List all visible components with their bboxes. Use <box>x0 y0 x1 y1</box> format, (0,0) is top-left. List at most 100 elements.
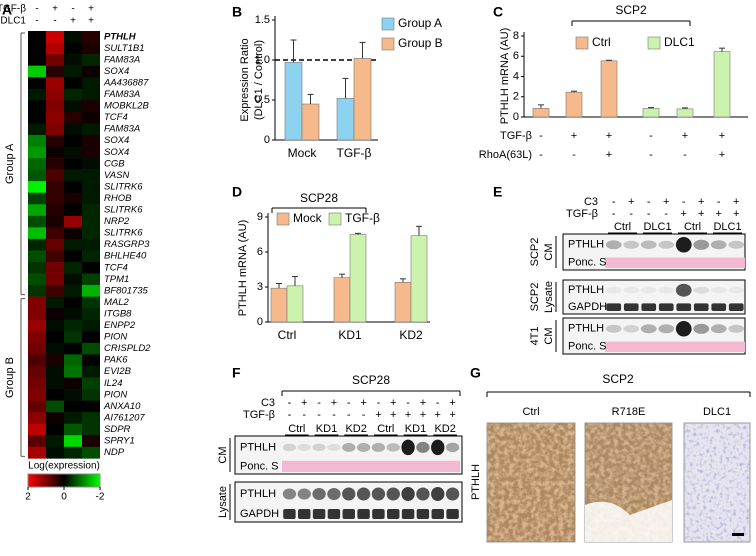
blot-band <box>658 286 675 294</box>
column-sign: + <box>435 409 441 421</box>
column-sign: + <box>331 397 337 409</box>
micrograph-gap <box>585 500 672 542</box>
column-sign: + <box>698 208 704 220</box>
x-row-label: RhoA(63L) <box>479 149 532 161</box>
legend-label: Mock <box>293 211 323 225</box>
heatmap-cell <box>64 204 82 217</box>
column-sign: - <box>288 409 292 421</box>
heatmap-cell <box>28 134 46 147</box>
heatmap-cell <box>82 181 100 193</box>
heatmap-cell <box>64 377 82 390</box>
panel-label: C <box>493 4 503 20</box>
heatmap-cell <box>82 238 100 251</box>
heatmap-cell <box>28 273 46 286</box>
heatmap-cell <box>46 354 64 367</box>
legend-swatch <box>381 17 395 31</box>
gene-label: TPM1 <box>104 274 129 285</box>
legend-swatch <box>276 212 290 226</box>
blot-band <box>445 487 460 501</box>
heatmap-cell <box>64 169 82 182</box>
heatmap-cell <box>64 54 82 66</box>
bar <box>301 103 320 141</box>
gene-label: NRP2 <box>104 216 130 227</box>
lane-group-label: DLC1 <box>643 221 671 233</box>
heatmap-cell <box>82 412 100 424</box>
blot-row-label: PTHLH <box>568 323 604 335</box>
heatmap-cell <box>46 134 64 147</box>
column-sign: - <box>317 397 321 409</box>
heatmap-cell <box>64 146 82 159</box>
heatmap-cell <box>82 169 100 182</box>
blot-band <box>342 487 356 501</box>
blot-band <box>693 323 710 334</box>
lane-group-label: KD1 <box>405 423 426 435</box>
column-header-label: TGF-β <box>566 208 598 220</box>
heatmap-cell <box>46 273 64 286</box>
column-sign: - <box>288 397 292 409</box>
blot-band <box>605 240 622 250</box>
blot-band <box>356 487 371 501</box>
y-axis-label: Expression Ratio <box>239 38 251 121</box>
bar <box>336 98 355 141</box>
column-sign: - <box>362 409 366 421</box>
heatmap-cell <box>64 342 82 355</box>
y-tick-label: 1.0 <box>255 54 270 66</box>
y-tick-label: 0 <box>257 316 263 328</box>
column-header-label: DLC1 <box>0 16 26 27</box>
gapdh-band <box>327 509 341 519</box>
x-tick-label: KD2 <box>399 328 423 342</box>
blot-band <box>312 488 326 500</box>
heatmap-cell <box>64 354 82 367</box>
blot-band <box>658 324 675 334</box>
blot-band <box>416 487 430 501</box>
gapdh-band <box>342 509 355 519</box>
heatmap-cell <box>64 285 82 297</box>
gene-label: VASN <box>104 170 129 181</box>
blot-band <box>282 443 297 452</box>
gapdh-band <box>623 303 639 311</box>
heatmap-cell <box>28 181 46 193</box>
heatmap-cell <box>46 111 64 124</box>
gapdh-band <box>693 303 709 311</box>
heatmap-cell <box>46 181 64 193</box>
gapdh-band <box>372 509 385 519</box>
colorbar-title: Log(expression) <box>28 461 100 472</box>
colorbar-tick-label: 0 <box>61 492 67 503</box>
heatmap-cell <box>82 192 100 205</box>
heatmap-cell <box>82 296 100 309</box>
heatmap-cell <box>28 77 46 90</box>
blot-row-label: PTHLH <box>568 284 604 296</box>
gene-label: MOBKL2B <box>104 101 150 112</box>
gapdh-band <box>431 509 444 519</box>
lane-group-label: KD2 <box>345 423 366 435</box>
column-header-label: C3 <box>584 196 598 208</box>
section-label: Lysate <box>543 281 555 313</box>
image-label: Ctrl <box>522 406 539 418</box>
heatmap-cell <box>46 377 64 390</box>
heatmap-cell <box>64 158 82 170</box>
bar <box>394 282 412 323</box>
gene-label: RHOB <box>104 193 132 204</box>
gene-label: MAL2 <box>104 297 130 308</box>
column-sign: + <box>733 196 739 208</box>
column-sign: + <box>390 397 396 409</box>
panel-label: E <box>493 184 502 200</box>
heatmap-cell <box>46 227 64 240</box>
blot-band <box>312 443 326 452</box>
column-sign: + <box>663 196 669 208</box>
column-sign: - <box>347 409 351 421</box>
column-sign: + <box>88 4 94 15</box>
heatmap-cell <box>28 354 46 367</box>
y-tick-label: 6 <box>513 50 519 62</box>
heatmap-cell <box>28 54 46 66</box>
lane-group-label: Ctrl <box>684 221 701 233</box>
heatmap-cell <box>82 435 100 448</box>
heatmap-cell <box>64 273 82 286</box>
panel-label: D <box>232 184 242 200</box>
bar <box>600 60 618 118</box>
heatmap-cell <box>46 319 64 332</box>
heatmap-cell <box>28 111 46 124</box>
gapdh-band <box>606 303 622 311</box>
gapdh-band <box>446 509 459 519</box>
bar <box>286 285 304 323</box>
